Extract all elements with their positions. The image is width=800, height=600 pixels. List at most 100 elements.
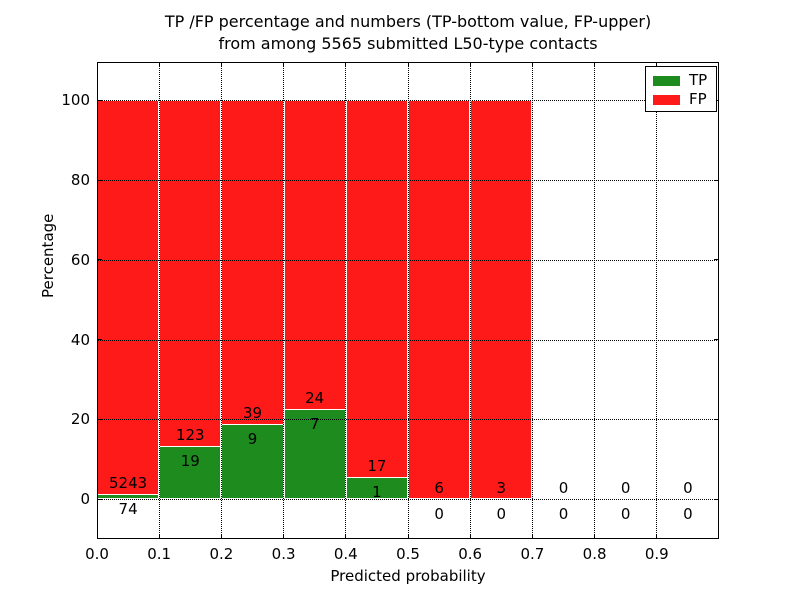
x-tick-label: 0.7 bbox=[520, 545, 545, 563]
tp-count-label: 1 bbox=[372, 482, 382, 501]
x-tick-label: 0.2 bbox=[209, 545, 234, 563]
x-tick-top bbox=[283, 62, 285, 67]
gridline-vertical bbox=[594, 62, 596, 539]
y-tick-right bbox=[714, 498, 719, 500]
x-tick-top bbox=[345, 62, 347, 67]
gridline-horizontal bbox=[97, 100, 719, 102]
tick-marks-layer bbox=[96, 62, 719, 539]
tp-count-label: 0 bbox=[434, 505, 444, 524]
y-tick-left bbox=[97, 259, 102, 261]
x-tick-bottom bbox=[96, 534, 98, 539]
y-tick-label: 100 bbox=[61, 91, 90, 110]
fp-bar bbox=[283, 100, 346, 500]
x-tick-top bbox=[407, 62, 409, 67]
gridline-vertical bbox=[283, 62, 285, 539]
gridline-vertical bbox=[407, 62, 409, 539]
fp-count-label: 6 bbox=[434, 479, 444, 498]
fp-bar bbox=[408, 100, 471, 500]
gridline-vertical bbox=[469, 62, 471, 539]
fp-count-label: 0 bbox=[683, 479, 693, 498]
legend-label-tp: TP bbox=[689, 71, 708, 89]
chart-title-line1: TP /FP percentage and numbers (TP-bottom… bbox=[164, 12, 652, 31]
bar-value-labels-layer: 5243 74 123 19 39 9 24 7 17 1 6 0 3 0 0 0 0 0 0 0 bbox=[97, 62, 719, 539]
chart-title: TP /FP percentage and numbers (TP-bottom… bbox=[97, 11, 719, 55]
tp-count-label: 9 bbox=[247, 430, 258, 449]
fp-count-label: 24 bbox=[305, 389, 325, 408]
x-tick-bottom bbox=[345, 534, 347, 539]
grid-layer bbox=[97, 62, 719, 539]
tp-count-label: 0 bbox=[683, 505, 693, 524]
y-tick-left bbox=[97, 339, 102, 341]
gridline-vertical bbox=[345, 62, 347, 539]
y-tick-left bbox=[97, 179, 102, 181]
x-tick-top bbox=[220, 62, 222, 67]
x-tick-top bbox=[96, 62, 98, 67]
y-tick-left bbox=[97, 99, 102, 101]
fp-bar bbox=[159, 100, 222, 500]
x-tick-bottom bbox=[469, 534, 471, 539]
x-tick-label: 0.8 bbox=[582, 545, 607, 563]
fp-swatch-icon bbox=[653, 94, 680, 105]
tp-bar bbox=[97, 493, 160, 500]
x-tick-label: 0.5 bbox=[396, 545, 420, 563]
tp-bar bbox=[159, 445, 222, 500]
fp-count-label: 123 bbox=[175, 425, 205, 444]
chart-title-line2: from among 5565 submitted L50-type conta… bbox=[218, 34, 598, 53]
y-tick-label: 40 bbox=[70, 330, 90, 349]
x-tick-label: 0.0 bbox=[85, 545, 109, 563]
tp-bar bbox=[221, 424, 284, 500]
tp-swatch-icon bbox=[653, 75, 680, 86]
legend: TP FP bbox=[645, 66, 717, 112]
x-tick-top bbox=[158, 62, 160, 67]
y-tick-left bbox=[97, 418, 102, 420]
x-tick-label: 0.4 bbox=[333, 545, 358, 563]
x-tick-top bbox=[594, 62, 596, 67]
fp-bar bbox=[221, 100, 284, 500]
y-tick-right bbox=[714, 179, 719, 181]
x-tick-label: 0.9 bbox=[644, 545, 669, 563]
axes-border bbox=[97, 62, 719, 539]
x-tick-bottom bbox=[594, 534, 596, 539]
gridline-vertical bbox=[220, 62, 222, 539]
fp-count-label: 39 bbox=[242, 404, 263, 423]
fp-count-label: 0 bbox=[620, 479, 631, 498]
y-tick-label: 60 bbox=[70, 250, 90, 269]
plot-area: 5243 74 123 19 39 9 24 7 17 1 6 0 3 0 0 0 0 0 0 0 bbox=[96, 62, 719, 539]
x-tick-label: 0.1 bbox=[147, 545, 172, 563]
tp-count-label: 0 bbox=[496, 505, 507, 524]
gridline-horizontal bbox=[97, 419, 719, 421]
legend-item-tp: TP bbox=[646, 71, 716, 90]
x-tick-label: 0.6 bbox=[458, 545, 483, 563]
x-tick-top bbox=[469, 62, 471, 67]
tp-count-label: 0 bbox=[558, 505, 569, 524]
y-tick-label: 0 bbox=[80, 490, 90, 509]
gridline-horizontal bbox=[97, 259, 719, 261]
y-tick-label: 80 bbox=[70, 171, 90, 190]
x-tick-bottom bbox=[531, 534, 533, 539]
gridline-vertical bbox=[531, 62, 533, 539]
gridline-horizontal bbox=[97, 339, 719, 341]
tp-count-label: 19 bbox=[180, 451, 200, 470]
fp-bar bbox=[97, 100, 160, 500]
x-tick-bottom bbox=[158, 534, 160, 539]
x-tick-bottom bbox=[656, 534, 658, 539]
fp-count-label: 0 bbox=[558, 479, 569, 498]
fp-count-label: 3 bbox=[496, 479, 507, 498]
fp-bar bbox=[345, 100, 408, 500]
fp-count-label: 5243 bbox=[109, 473, 148, 492]
y-tick-right bbox=[714, 339, 719, 341]
legend-label-fp: FP bbox=[689, 90, 707, 108]
y-tick-left bbox=[97, 498, 102, 500]
x-tick-bottom bbox=[283, 534, 285, 539]
tp-count-label: 7 bbox=[309, 415, 320, 434]
x-tick-bottom bbox=[220, 534, 222, 539]
gridline-horizontal bbox=[97, 499, 719, 501]
tp-bar bbox=[283, 409, 346, 500]
tp-bar bbox=[345, 476, 408, 500]
x-axis-label: Predicted probability bbox=[330, 567, 486, 585]
gridline-vertical bbox=[656, 62, 658, 539]
x-tick-top bbox=[531, 62, 533, 67]
gridline-vertical bbox=[158, 62, 160, 539]
y-tick-right bbox=[714, 259, 719, 261]
